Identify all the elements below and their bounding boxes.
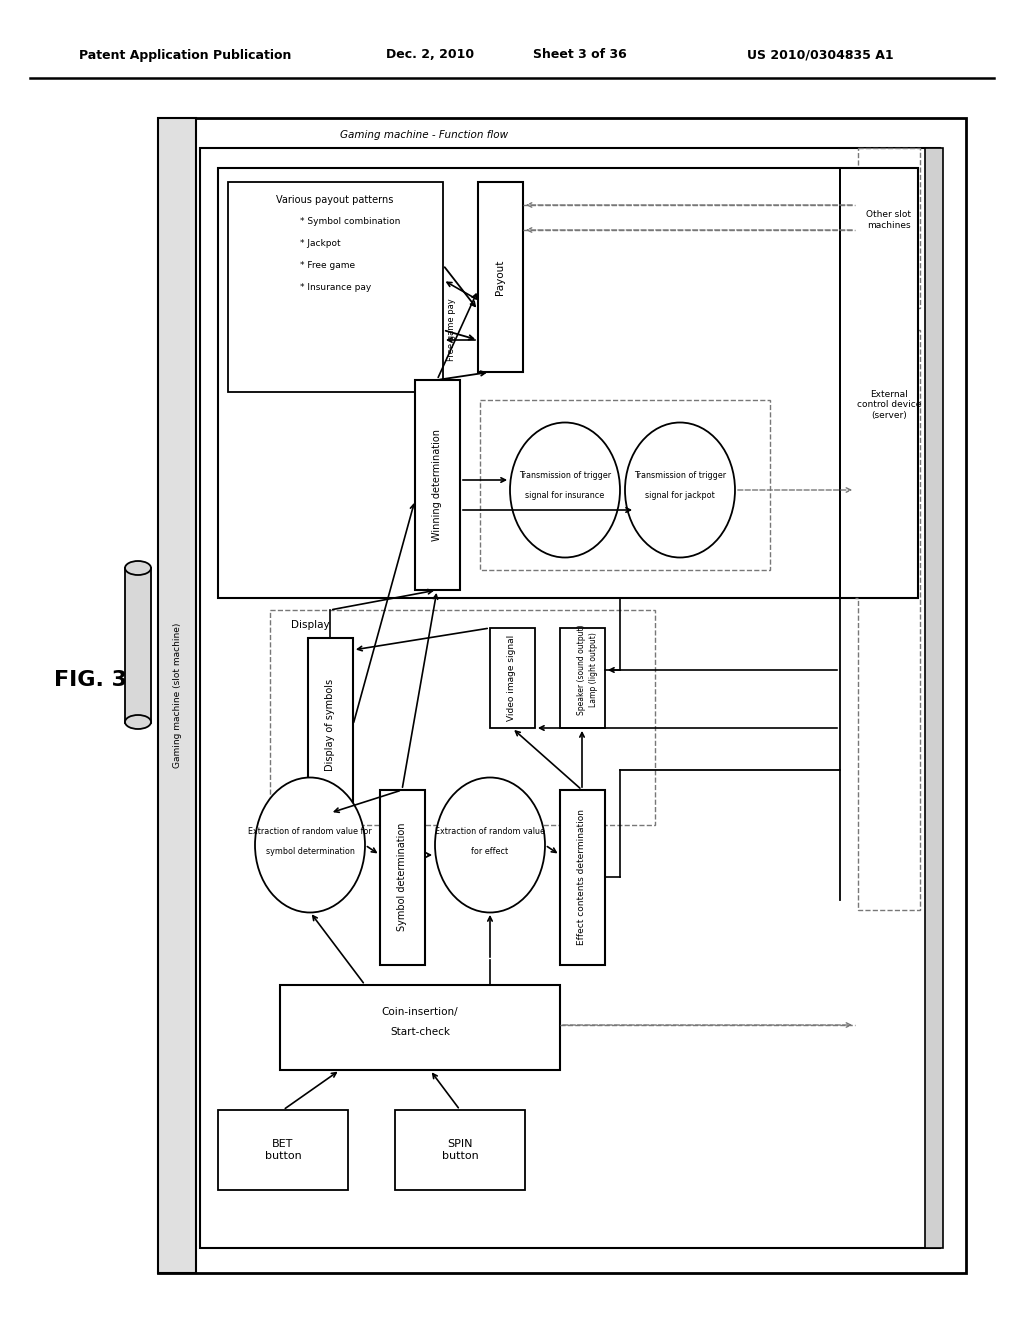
- Text: Sheet 3 of 36: Sheet 3 of 36: [534, 49, 627, 62]
- Text: Display: Display: [291, 620, 330, 630]
- Text: SPIN
button: SPIN button: [441, 1139, 478, 1160]
- Ellipse shape: [125, 561, 151, 576]
- Bar: [560, 628, 605, 729]
- Text: FIG. 3: FIG. 3: [53, 671, 127, 690]
- Ellipse shape: [510, 422, 620, 557]
- Ellipse shape: [435, 777, 545, 912]
- Bar: [480, 400, 770, 570]
- Text: Gaming machine - Function flow: Gaming machine - Function flow: [340, 129, 508, 140]
- Text: for effect: for effect: [471, 847, 509, 857]
- Bar: [158, 117, 196, 1272]
- Text: Video image signal: Video image signal: [508, 635, 516, 721]
- Text: Extraction of random value for: Extraction of random value for: [248, 828, 372, 837]
- Text: * Free game: * Free game: [300, 261, 355, 271]
- Text: US 2010/0304835 A1: US 2010/0304835 A1: [746, 49, 893, 62]
- Text: Free game pay: Free game pay: [447, 298, 457, 362]
- Bar: [280, 985, 560, 1071]
- Bar: [925, 148, 943, 1247]
- Text: Patent Application Publication: Patent Application Publication: [79, 49, 291, 62]
- Text: Start-check: Start-check: [390, 1027, 450, 1038]
- Text: Winning determination: Winning determination: [432, 429, 442, 541]
- Text: signal for insurance: signal for insurance: [525, 491, 604, 499]
- Bar: [560, 789, 605, 965]
- Text: Effect contents determination: Effect contents determination: [578, 809, 587, 945]
- Text: Lamp (light output): Lamp (light output): [590, 632, 598, 708]
- Bar: [218, 168, 918, 598]
- Text: Other slot
machines: Other slot machines: [866, 210, 911, 230]
- Bar: [200, 148, 940, 1247]
- Bar: [308, 638, 353, 813]
- Text: Extraction of random value: Extraction of random value: [435, 828, 545, 837]
- Text: Speaker (sound output): Speaker (sound output): [578, 624, 587, 715]
- Text: * Jackpot: * Jackpot: [300, 239, 341, 248]
- Ellipse shape: [625, 422, 735, 557]
- Text: signal for jackpot: signal for jackpot: [645, 491, 715, 499]
- Text: External
control device
(server): External control device (server): [857, 389, 922, 420]
- Bar: [228, 182, 443, 392]
- Text: Payout: Payout: [495, 259, 505, 294]
- Bar: [395, 1110, 525, 1191]
- Bar: [158, 117, 966, 1272]
- Text: * Symbol combination: * Symbol combination: [300, 218, 400, 227]
- Bar: [478, 182, 523, 372]
- Bar: [415, 380, 460, 590]
- Text: symbol determination: symbol determination: [265, 847, 354, 857]
- Ellipse shape: [125, 715, 151, 729]
- Text: Transmission of trigger: Transmission of trigger: [634, 470, 726, 479]
- Text: BET
button: BET button: [264, 1139, 301, 1160]
- Text: Symbol determination: Symbol determination: [397, 822, 407, 931]
- Text: Transmission of trigger: Transmission of trigger: [519, 470, 611, 479]
- Text: * Insurance pay: * Insurance pay: [300, 284, 372, 293]
- Bar: [490, 628, 535, 729]
- Text: Gaming machine (slot machine): Gaming machine (slot machine): [172, 622, 181, 768]
- Bar: [218, 1110, 348, 1191]
- Ellipse shape: [255, 777, 365, 912]
- Bar: [125, 568, 151, 723]
- Bar: [270, 610, 655, 825]
- Bar: [858, 330, 920, 909]
- Text: Display of symbols: Display of symbols: [325, 678, 335, 771]
- Bar: [380, 789, 425, 965]
- Text: Various payout patterns: Various payout patterns: [276, 195, 393, 205]
- Text: Coin-insertion/: Coin-insertion/: [382, 1007, 459, 1016]
- Bar: [858, 148, 920, 308]
- Text: Dec. 2, 2010: Dec. 2, 2010: [386, 49, 474, 62]
